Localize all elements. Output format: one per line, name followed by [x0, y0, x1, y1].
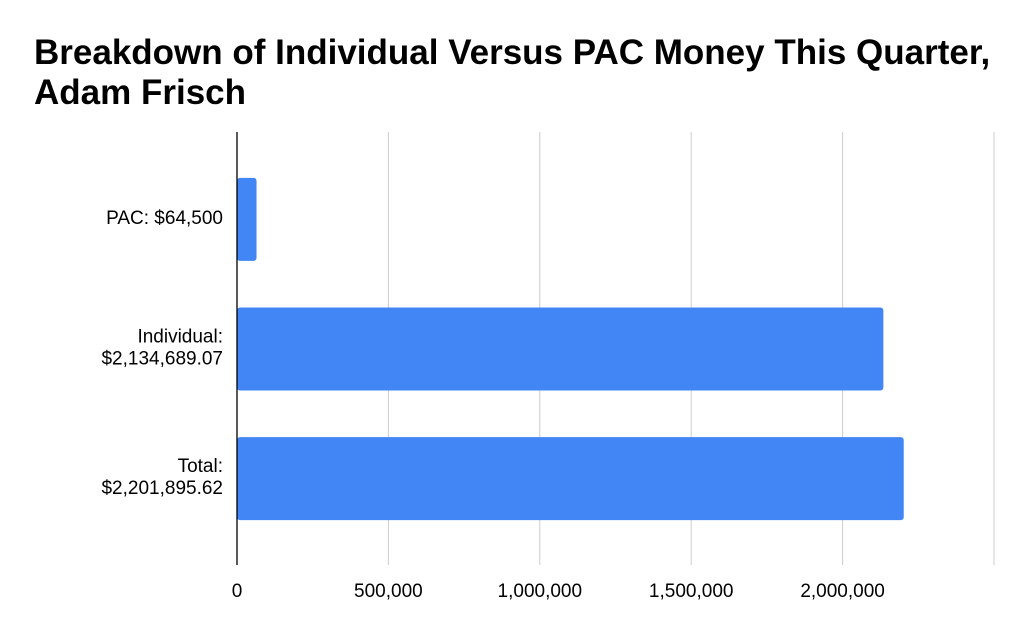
x-tick-label: 1,000,000: [498, 581, 583, 602]
label-line: Total:: [178, 456, 223, 477]
y-tick-label: PAC: $64,500: [106, 208, 223, 229]
title-line: Adam Frisch: [34, 73, 246, 112]
bar: [237, 437, 904, 521]
x-tick-label: 0: [232, 581, 243, 602]
x-tick-label: 500,000: [354, 581, 423, 602]
title-line: Breakdown of Individual Versus PAC Money…: [34, 33, 990, 72]
x-tick-label: 2,000,000: [800, 581, 885, 602]
label-line: $2,201,895.62: [101, 478, 223, 499]
y-tick-label: Total: $2,201,895.62: [101, 456, 223, 499]
label-line: Individual:: [137, 327, 223, 348]
bar: [237, 307, 884, 391]
label-line: $2,134,689.07: [101, 349, 223, 370]
y-tick-label: Individual: $2,134,689.07: [101, 327, 223, 370]
chart-title: Breakdown of Individual Versus PAC Money…: [34, 33, 990, 112]
x-tick-label: 1,500,000: [649, 581, 734, 602]
bar: [237, 177, 257, 261]
